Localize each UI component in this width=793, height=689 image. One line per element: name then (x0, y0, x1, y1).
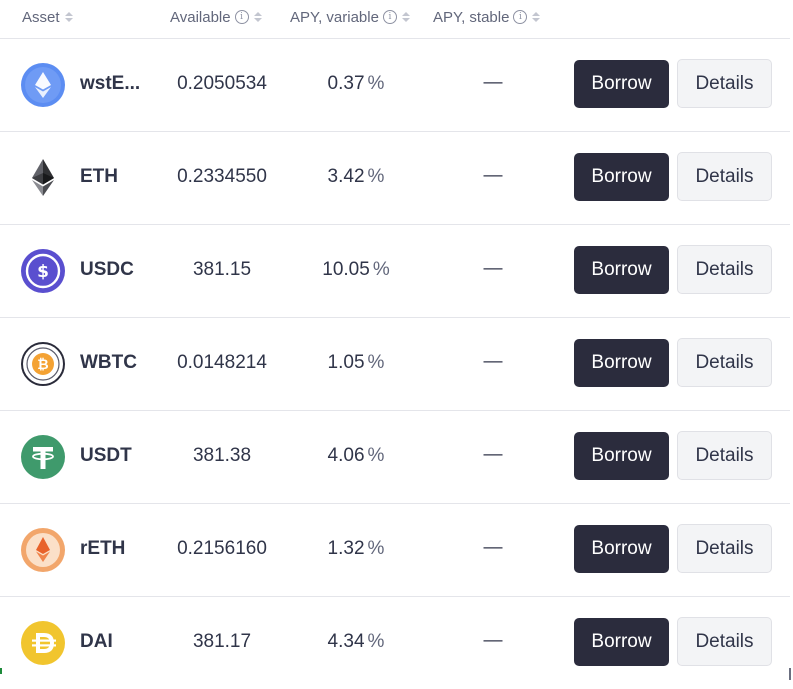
sort-icon[interactable] (64, 12, 73, 22)
apy-variable-value: 1.32 (327, 538, 365, 559)
borrow-button[interactable]: Borrow (574, 432, 669, 480)
usdt-icon (21, 435, 65, 479)
apy-variable-value: 4.34 (327, 631, 365, 652)
apy-stable: — (483, 258, 503, 279)
percent-sign: % (367, 166, 385, 187)
percent-sign: % (367, 352, 385, 373)
column-header-asset-label: Asset (22, 8, 60, 26)
eth-icon (32, 159, 54, 196)
apy-variable: 1.05% (296, 352, 416, 374)
available-amount: 0.2156160 (177, 538, 267, 559)
asset-name: USDC (80, 259, 134, 280)
info-icon[interactable]: i (382, 10, 397, 24)
percent-sign: % (367, 631, 385, 652)
details-button[interactable]: Details (677, 59, 772, 108)
borrow-button[interactable]: Borrow (574, 60, 669, 108)
column-header-apy-variable-label: APY, variable (290, 8, 379, 26)
table-row: $ USDC 381.15 10.05% — Borrow Details (0, 225, 790, 318)
borrow-button[interactable]: Borrow (574, 618, 669, 666)
apy-stable: — (483, 351, 503, 372)
info-icon[interactable]: i (513, 10, 528, 24)
apy-stable: — (483, 444, 503, 465)
table-row: ETH 0.2334550 3.42% — Borrow Details (0, 132, 790, 225)
available-amount: 381.38 (192, 445, 252, 466)
apy-variable-value: 3.42 (327, 166, 365, 187)
borrow-button[interactable]: Borrow (574, 525, 669, 573)
usdc-icon: $ (21, 249, 65, 293)
apy-variable-value: 4.06 (327, 445, 365, 466)
apy-stable: — (483, 165, 503, 186)
scrollbar-edge (789, 668, 791, 680)
table-row: USDT 381.38 4.06% — Borrow Details (0, 411, 790, 504)
available-amount: 381.17 (192, 631, 252, 652)
sort-icon[interactable] (401, 12, 410, 22)
apy-stable: — (483, 537, 503, 558)
apy-variable-value: 0.37 (327, 73, 365, 94)
asset-name: USDT (80, 445, 132, 466)
column-header-asset[interactable]: Asset (22, 7, 73, 27)
percent-sign: % (367, 445, 385, 466)
table-row: wstE... 0.2050534 0.37% — Borrow Details (0, 39, 790, 132)
table-row: DAI 381.17 4.34% — Borrow Details (0, 597, 790, 689)
asset-name: wstE... (80, 73, 141, 94)
borrow-button[interactable]: Borrow (574, 339, 669, 387)
sort-icon[interactable] (253, 12, 262, 22)
table-row: ₿ WBTC 0.0148214 1.05% — Borrow Details (0, 318, 790, 411)
asset-name: WBTC (80, 352, 137, 373)
asset-name: rETH (80, 538, 126, 559)
apy-variable: 0.37% (296, 73, 416, 95)
wsteth-icon (21, 63, 65, 107)
table-header: Asset Available i APY, variable i APY, s… (0, 0, 790, 39)
column-header-apy-stable-label: APY, stable (433, 8, 510, 26)
details-button[interactable]: Details (677, 617, 772, 666)
svg-text:₿: ₿ (37, 357, 48, 373)
available-amount: 0.2050534 (177, 73, 267, 94)
asset-name: ETH (80, 166, 118, 187)
table-row: rETH 0.2156160 1.32% — Borrow Details (0, 504, 790, 597)
info-icon[interactable]: i (234, 10, 249, 24)
borrow-button[interactable]: Borrow (574, 246, 669, 294)
svg-text:$: $ (37, 262, 49, 282)
available-amount: 381.15 (192, 259, 252, 280)
percent-sign: % (372, 259, 390, 280)
apy-variable: 10.05% (296, 259, 416, 281)
percent-sign: % (367, 73, 385, 94)
apy-variable: 1.32% (296, 538, 416, 560)
column-header-apy-stable[interactable]: APY, stable i (433, 7, 541, 27)
details-button[interactable]: Details (677, 152, 772, 201)
column-header-available-label: Available (170, 8, 231, 26)
details-button[interactable]: Details (677, 524, 772, 573)
column-header-apy-variable[interactable]: APY, variable i (290, 7, 410, 27)
apy-stable: — (483, 72, 503, 93)
details-button[interactable]: Details (677, 431, 772, 480)
asset-table: wstE... 0.2050534 0.37% — Borrow Details… (0, 39, 790, 689)
details-button[interactable]: Details (677, 245, 772, 294)
dai-icon (21, 621, 65, 665)
available-amount: 0.0148214 (177, 352, 267, 373)
wbtc-icon: ₿ (21, 342, 65, 386)
apy-stable: — (483, 630, 503, 651)
available-amount: 0.2334550 (177, 166, 267, 187)
apy-variable-value: 10.05 (322, 259, 370, 280)
percent-sign: % (367, 538, 385, 559)
reth-icon (21, 528, 65, 572)
apy-variable: 4.06% (296, 445, 416, 467)
column-header-available[interactable]: Available i (170, 7, 262, 27)
apy-variable: 3.42% (296, 166, 416, 188)
apy-variable-value: 1.05 (327, 352, 365, 373)
sort-icon[interactable] (532, 12, 541, 22)
details-button[interactable]: Details (677, 338, 772, 387)
asset-name: DAI (80, 631, 113, 652)
edge-mark (0, 668, 2, 674)
apy-variable: 4.34% (296, 631, 416, 653)
borrow-button[interactable]: Borrow (574, 153, 669, 201)
